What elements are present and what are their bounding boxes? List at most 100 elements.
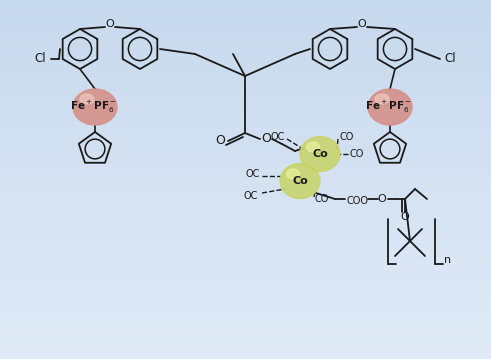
- Bar: [0, 199, 491, 201]
- Bar: [0, 5, 491, 7]
- Bar: [0, 7, 491, 9]
- Bar: [0, 162, 491, 163]
- Bar: [0, 230, 491, 232]
- Bar: [0, 151, 491, 153]
- Bar: [0, 320, 491, 321]
- Bar: [0, 212, 491, 214]
- Bar: [0, 79, 491, 81]
- Bar: [0, 90, 491, 92]
- Bar: [0, 99, 491, 101]
- Bar: [0, 273, 491, 275]
- Bar: [0, 253, 491, 255]
- Bar: [0, 357, 491, 359]
- Bar: [0, 187, 491, 188]
- Bar: [0, 300, 491, 302]
- Text: Co: Co: [312, 149, 328, 159]
- Bar: [0, 140, 491, 142]
- Bar: [0, 97, 491, 99]
- Bar: [0, 275, 491, 276]
- Bar: [0, 316, 491, 318]
- Bar: [0, 129, 491, 131]
- Bar: [0, 239, 491, 241]
- Bar: [0, 284, 491, 285]
- Bar: [0, 282, 491, 284]
- Bar: [0, 160, 491, 162]
- Bar: [0, 72, 491, 74]
- Bar: [0, 22, 491, 23]
- Bar: [0, 298, 491, 300]
- Ellipse shape: [287, 169, 300, 179]
- Bar: [0, 93, 491, 95]
- Bar: [0, 34, 491, 36]
- Text: Cl: Cl: [444, 52, 456, 65]
- Bar: [0, 232, 491, 233]
- Bar: [0, 109, 491, 111]
- Bar: [0, 120, 491, 122]
- Bar: [0, 2, 491, 4]
- Bar: [0, 305, 491, 307]
- Text: O: O: [261, 132, 271, 145]
- Bar: [0, 104, 491, 106]
- Ellipse shape: [306, 142, 320, 152]
- Bar: [0, 337, 491, 339]
- Bar: [0, 169, 491, 171]
- Bar: [0, 81, 491, 83]
- Ellipse shape: [280, 163, 320, 199]
- Bar: [0, 314, 491, 316]
- Bar: [0, 111, 491, 113]
- Bar: [0, 214, 491, 215]
- Bar: [0, 210, 491, 212]
- Bar: [0, 183, 491, 185]
- Bar: [0, 352, 491, 354]
- Bar: [0, 16, 491, 18]
- Bar: [0, 154, 491, 156]
- Bar: [0, 25, 491, 27]
- Bar: [0, 41, 491, 43]
- Bar: [0, 138, 491, 140]
- Bar: [0, 260, 491, 262]
- Bar: [0, 57, 491, 59]
- Bar: [0, 350, 491, 352]
- Bar: [0, 293, 491, 294]
- Bar: [0, 325, 491, 327]
- Bar: [0, 36, 491, 38]
- Bar: [0, 66, 491, 68]
- Bar: [0, 336, 491, 337]
- Bar: [0, 318, 491, 320]
- Text: OC: OC: [246, 169, 260, 179]
- Text: CO: CO: [350, 149, 364, 159]
- Bar: [0, 278, 491, 280]
- Bar: [0, 136, 491, 138]
- Bar: [0, 68, 491, 70]
- Bar: [0, 339, 491, 341]
- Bar: [0, 174, 491, 176]
- Bar: [0, 11, 491, 13]
- Bar: [0, 102, 491, 104]
- Bar: [0, 29, 491, 31]
- Bar: [0, 223, 491, 224]
- Bar: [0, 221, 491, 223]
- Bar: [0, 217, 491, 219]
- Text: OC: OC: [244, 191, 258, 201]
- Bar: [0, 56, 491, 57]
- Bar: [0, 264, 491, 266]
- Bar: [0, 84, 491, 86]
- Bar: [0, 167, 491, 169]
- Bar: [0, 354, 491, 355]
- Bar: [0, 145, 491, 147]
- Bar: [0, 323, 491, 325]
- Bar: [0, 348, 491, 350]
- Bar: [0, 192, 491, 194]
- Bar: [0, 54, 491, 56]
- Bar: [0, 31, 491, 32]
- Ellipse shape: [300, 136, 340, 172]
- Bar: [0, 228, 491, 230]
- Bar: [0, 206, 491, 208]
- Bar: [0, 14, 491, 16]
- Bar: [0, 208, 491, 210]
- Bar: [0, 59, 491, 61]
- Bar: [0, 165, 491, 167]
- Bar: [0, 95, 491, 97]
- Bar: [0, 205, 491, 206]
- Bar: [0, 147, 491, 149]
